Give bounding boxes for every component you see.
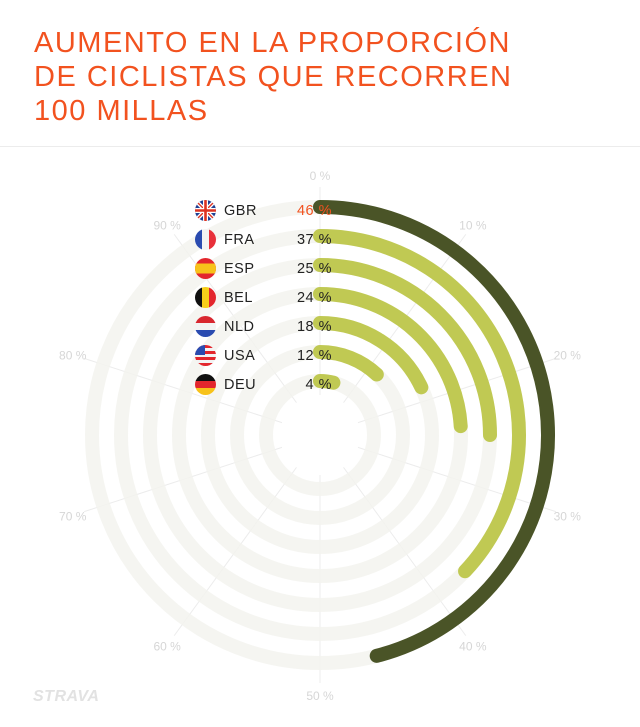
country-code: ESP [224,260,255,277]
tick-label: 70 % [59,509,87,523]
legend-item-bel: BEL 24 % [195,283,332,312]
usa-flag-icon [195,345,216,366]
value-label: 18 % [296,318,332,335]
bar-esp [313,258,497,442]
legend-item-gbr: GBR 46 % [195,196,332,225]
tick-label: 0 % [310,169,331,183]
bar-usa [313,345,384,382]
country-code: NLD [224,318,255,335]
tick-label: 80 % [59,349,87,363]
tick-label: 30 % [554,509,582,523]
bar-nld [313,316,429,395]
value-label: 4 % [305,376,332,393]
netherlands-flag-icon [195,316,216,337]
legend-item-usa: USA 12 % [195,341,332,370]
belgium-flag-icon [195,287,216,308]
bar-fra [313,229,526,579]
tick-label: 50 % [306,689,334,703]
tick-label: 90 % [153,219,181,233]
bar-bel [313,287,468,434]
spain-flag-icon [195,258,216,279]
country-code: USA [224,347,256,364]
tick-label: 60 % [153,639,181,653]
value-label: 12 % [296,347,332,364]
chart-title: AUMENTO EN LA PROPORCIÓN DE CICLISTAS QU… [34,27,513,127]
legend-item-deu: DEU 4 % [195,370,332,399]
tick-label: 20 % [554,349,582,363]
country-code: DEU [224,376,257,393]
bar-gbr [313,200,555,663]
legend-item-esp: ESP 25 % [195,254,332,283]
tick-label: 40 % [459,639,487,653]
bar-deu [313,374,341,390]
value-label: 25 % [296,260,332,277]
value-label: 37 % [296,231,332,248]
legend-item-nld: NLD 18 % [195,312,332,341]
germany-flag-icon [195,374,216,395]
france-flag-icon [195,229,216,250]
country-code: GBR [224,202,257,219]
value-label: 46 % [296,202,332,219]
value-label: 24 % [296,289,332,306]
uk-flag-icon [195,200,216,221]
legend-item-fra: FRA 37 % [195,225,332,254]
country-code: FRA [224,231,255,248]
strava-logo: STRAVA [33,688,100,705]
country-code: BEL [224,289,253,306]
tick-label: 10 % [459,219,487,233]
legend: GBR 46 % FRA 37 % ESP 25 % BEL 24 % NLD 18 % USA 12… [195,196,332,399]
divider [0,146,640,147]
